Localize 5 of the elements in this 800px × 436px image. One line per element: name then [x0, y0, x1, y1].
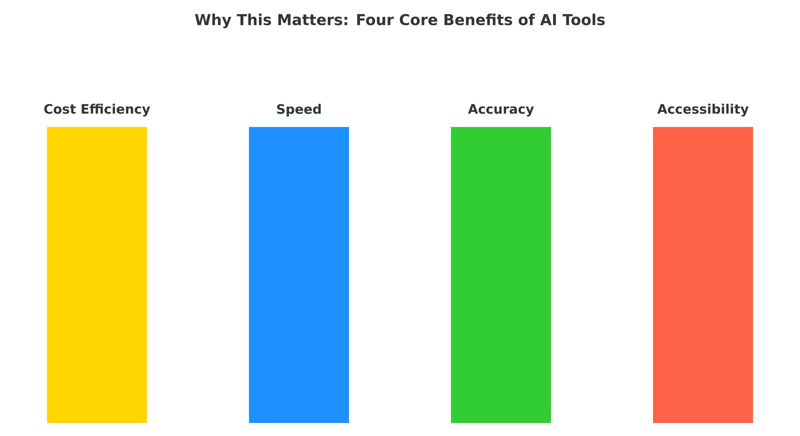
x-tick-label: Accuracy [468, 104, 534, 116]
x-tick-label: Speed [277, 104, 321, 116]
x-tick-label: Accessibility [657, 104, 749, 116]
x-tick-label: Cost Efficiency [44, 104, 150, 116]
chart-title: Why This Matters: Four Core Benefits of AI Tools [194, 14, 605, 28]
